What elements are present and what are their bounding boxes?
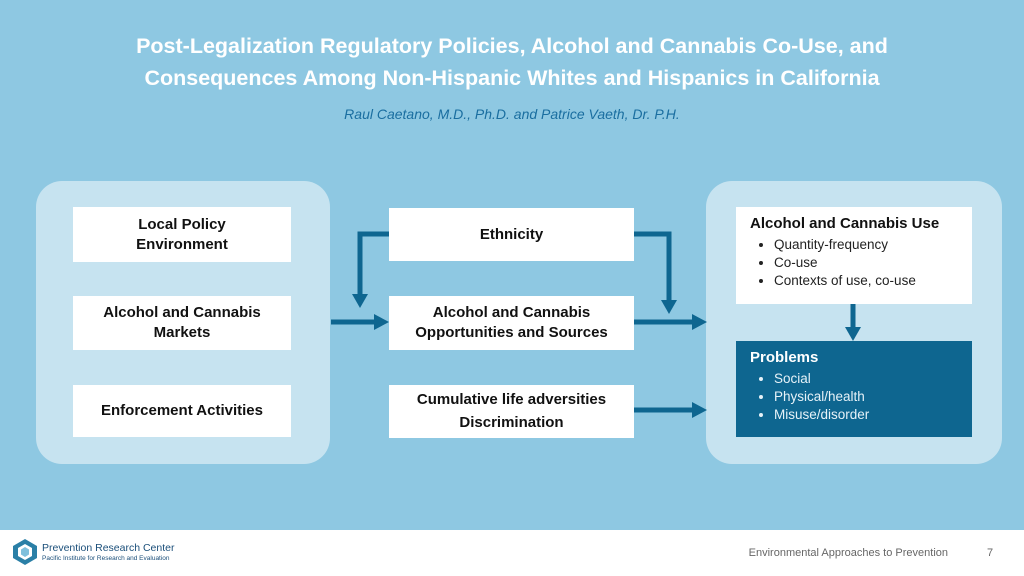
local-policy-line-1: Local Policy [138, 215, 226, 233]
authors: Raul Caetano, M.D., Ph.D. and Patrice Va… [344, 106, 680, 122]
markets-line-1: Alcohol and Cannabis [103, 304, 261, 321]
problems-item: Misuse/disorder [774, 406, 962, 424]
adversities-line-1: Cumulative life adversities [416, 391, 607, 408]
use-item: Contexts of use, co-use [774, 272, 962, 290]
adversities-line-2: Discrimination [459, 414, 564, 431]
problems-box: Problems Social Physical/health Misuse/d… [736, 341, 972, 437]
arrowhead-use-to-problems [845, 327, 861, 341]
problems-item: Social [774, 370, 962, 388]
arrow-ethnicity-to-use [634, 231, 672, 302]
arrowhead-ethnicity-to-opportunities [352, 294, 368, 308]
problems-list: Social Physical/health Misuse/disorder [750, 370, 962, 424]
arrowhead-adversities-to-right [692, 402, 707, 418]
arrowhead-opportunities-to-right [692, 314, 707, 330]
footer: Prevention Research Center Pacific Insti… [0, 530, 1024, 576]
enforcement-activities-box: Enforcement Activities [73, 385, 291, 437]
logo-subtitle: Pacific Institute for Research and Evalu… [42, 555, 170, 562]
enforcement-label: Enforcement Activities [101, 402, 263, 419]
adversities-discrimination-box: Cumulative life adversities Discriminati… [389, 385, 634, 438]
opportunities-sources-box: Alcohol and Cannabis Opportunities and S… [389, 296, 634, 350]
title-line-2: Consequences Among Non-Hispanic Whites a… [144, 66, 880, 90]
arrowhead-ethnicity-to-use [661, 300, 677, 314]
use-item: Co-use [774, 254, 962, 272]
alcohol-cannabis-use-box: Alcohol and Cannabis Use Quantity-freque… [736, 207, 972, 304]
use-item: Quantity-frequency [774, 236, 962, 254]
opportunities-line-1: Alcohol and Cannabis [432, 304, 591, 321]
page-number: 7 [987, 547, 994, 559]
logo-name: Prevention Research Center [42, 542, 175, 554]
use-heading: Alcohol and Cannabis Use [750, 215, 940, 232]
alcohol-cannabis-markets-box: Alcohol and Cannabis Markets [73, 296, 291, 350]
ethnicity-label: Ethnicity [479, 225, 544, 243]
problems-item: Physical/health [774, 388, 962, 406]
opportunities-line-2: Opportunities and Sources [415, 324, 608, 341]
slide-title: Post-Legalization Regulatory Policies, A… [40, 30, 984, 94]
footer-caption: Environmental Approaches to Prevention [748, 547, 948, 559]
arrowhead-left-to-opportunities [374, 314, 389, 330]
arrow-ethnicity-to-opportunities [357, 231, 389, 294]
prevention-research-center-logo-icon [13, 539, 37, 565]
ethnicity-box: Ethnicity [389, 208, 634, 261]
local-policy-environment-box: Local Policy Environment [73, 207, 291, 262]
problems-heading: Problems [750, 349, 819, 366]
markets-line-2: Markets [153, 324, 211, 341]
local-policy-line-2: Environment [136, 235, 228, 253]
use-list: Quantity-frequency Co-use Contexts of us… [750, 236, 962, 290]
title-line-1: Post-Legalization Regulatory Policies, A… [136, 34, 888, 58]
